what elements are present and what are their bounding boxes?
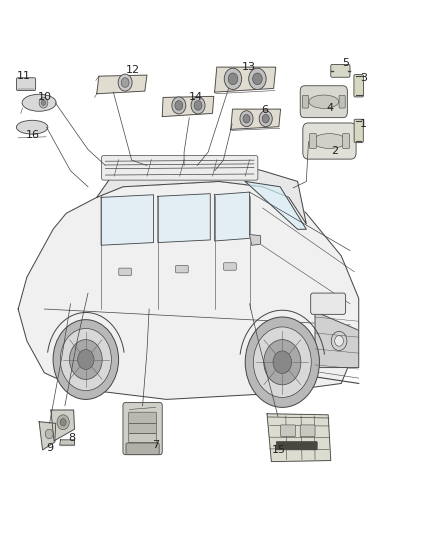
Polygon shape xyxy=(158,193,210,243)
Circle shape xyxy=(191,97,205,114)
Circle shape xyxy=(335,336,343,346)
Polygon shape xyxy=(267,414,331,462)
FancyBboxPatch shape xyxy=(129,434,156,443)
Circle shape xyxy=(228,73,238,85)
Text: 4: 4 xyxy=(327,103,334,113)
Polygon shape xyxy=(18,181,359,399)
FancyBboxPatch shape xyxy=(300,425,315,437)
Circle shape xyxy=(273,351,292,374)
Polygon shape xyxy=(245,181,306,229)
FancyBboxPatch shape xyxy=(354,75,364,97)
Polygon shape xyxy=(215,67,276,92)
Text: 15: 15 xyxy=(272,445,286,455)
Text: 9: 9 xyxy=(46,443,53,453)
Circle shape xyxy=(39,98,48,108)
FancyBboxPatch shape xyxy=(126,443,159,455)
FancyBboxPatch shape xyxy=(16,78,35,91)
FancyBboxPatch shape xyxy=(343,134,350,149)
Circle shape xyxy=(249,68,266,90)
Circle shape xyxy=(240,111,253,127)
Text: 11: 11 xyxy=(17,71,31,81)
Circle shape xyxy=(224,68,242,90)
Polygon shape xyxy=(51,410,74,441)
Circle shape xyxy=(331,332,347,351)
Ellipse shape xyxy=(16,120,48,134)
FancyBboxPatch shape xyxy=(119,268,131,276)
Circle shape xyxy=(172,97,186,114)
FancyBboxPatch shape xyxy=(223,263,236,270)
Text: 14: 14 xyxy=(189,92,203,102)
Polygon shape xyxy=(162,96,214,117)
FancyBboxPatch shape xyxy=(339,95,345,108)
FancyBboxPatch shape xyxy=(129,424,156,434)
Polygon shape xyxy=(215,192,250,241)
Polygon shape xyxy=(97,160,306,224)
Polygon shape xyxy=(97,75,147,94)
Circle shape xyxy=(70,340,102,379)
Text: 3: 3 xyxy=(360,73,367,83)
Ellipse shape xyxy=(313,134,346,149)
Polygon shape xyxy=(250,235,261,245)
Circle shape xyxy=(41,100,46,106)
Circle shape xyxy=(45,429,53,439)
Polygon shape xyxy=(101,195,153,245)
Circle shape xyxy=(60,328,111,391)
FancyBboxPatch shape xyxy=(281,425,295,437)
Circle shape xyxy=(259,111,272,127)
FancyBboxPatch shape xyxy=(354,119,363,143)
Ellipse shape xyxy=(309,95,339,108)
Text: 1: 1 xyxy=(360,119,367,129)
Circle shape xyxy=(121,78,129,87)
Circle shape xyxy=(245,317,319,407)
Circle shape xyxy=(118,74,132,91)
Circle shape xyxy=(78,350,94,369)
Text: 8: 8 xyxy=(68,433,75,443)
Polygon shape xyxy=(60,440,74,445)
Circle shape xyxy=(243,115,250,123)
FancyBboxPatch shape xyxy=(123,402,162,455)
FancyBboxPatch shape xyxy=(302,95,308,108)
Text: 2: 2 xyxy=(331,146,338,156)
FancyBboxPatch shape xyxy=(102,156,258,180)
FancyBboxPatch shape xyxy=(331,64,350,77)
FancyBboxPatch shape xyxy=(176,265,188,273)
Text: 6: 6 xyxy=(261,104,268,115)
FancyBboxPatch shape xyxy=(276,441,317,450)
Circle shape xyxy=(175,101,183,110)
FancyBboxPatch shape xyxy=(311,293,346,314)
Ellipse shape xyxy=(22,94,56,111)
Circle shape xyxy=(264,340,301,385)
Polygon shape xyxy=(231,109,281,130)
Circle shape xyxy=(60,418,66,426)
Text: 16: 16 xyxy=(26,130,40,140)
Text: 10: 10 xyxy=(37,92,51,102)
Polygon shape xyxy=(315,312,359,368)
FancyBboxPatch shape xyxy=(129,412,156,424)
Circle shape xyxy=(253,327,311,398)
Polygon shape xyxy=(39,422,56,450)
Text: 12: 12 xyxy=(126,65,140,75)
FancyBboxPatch shape xyxy=(309,134,316,149)
FancyBboxPatch shape xyxy=(300,86,347,118)
Text: 13: 13 xyxy=(242,62,256,72)
Circle shape xyxy=(253,73,262,85)
Circle shape xyxy=(57,415,69,430)
FancyBboxPatch shape xyxy=(303,123,356,159)
Text: 5: 5 xyxy=(342,59,349,68)
Circle shape xyxy=(194,101,202,110)
Circle shape xyxy=(262,115,269,123)
Circle shape xyxy=(53,320,119,399)
Text: 7: 7 xyxy=(152,440,160,450)
